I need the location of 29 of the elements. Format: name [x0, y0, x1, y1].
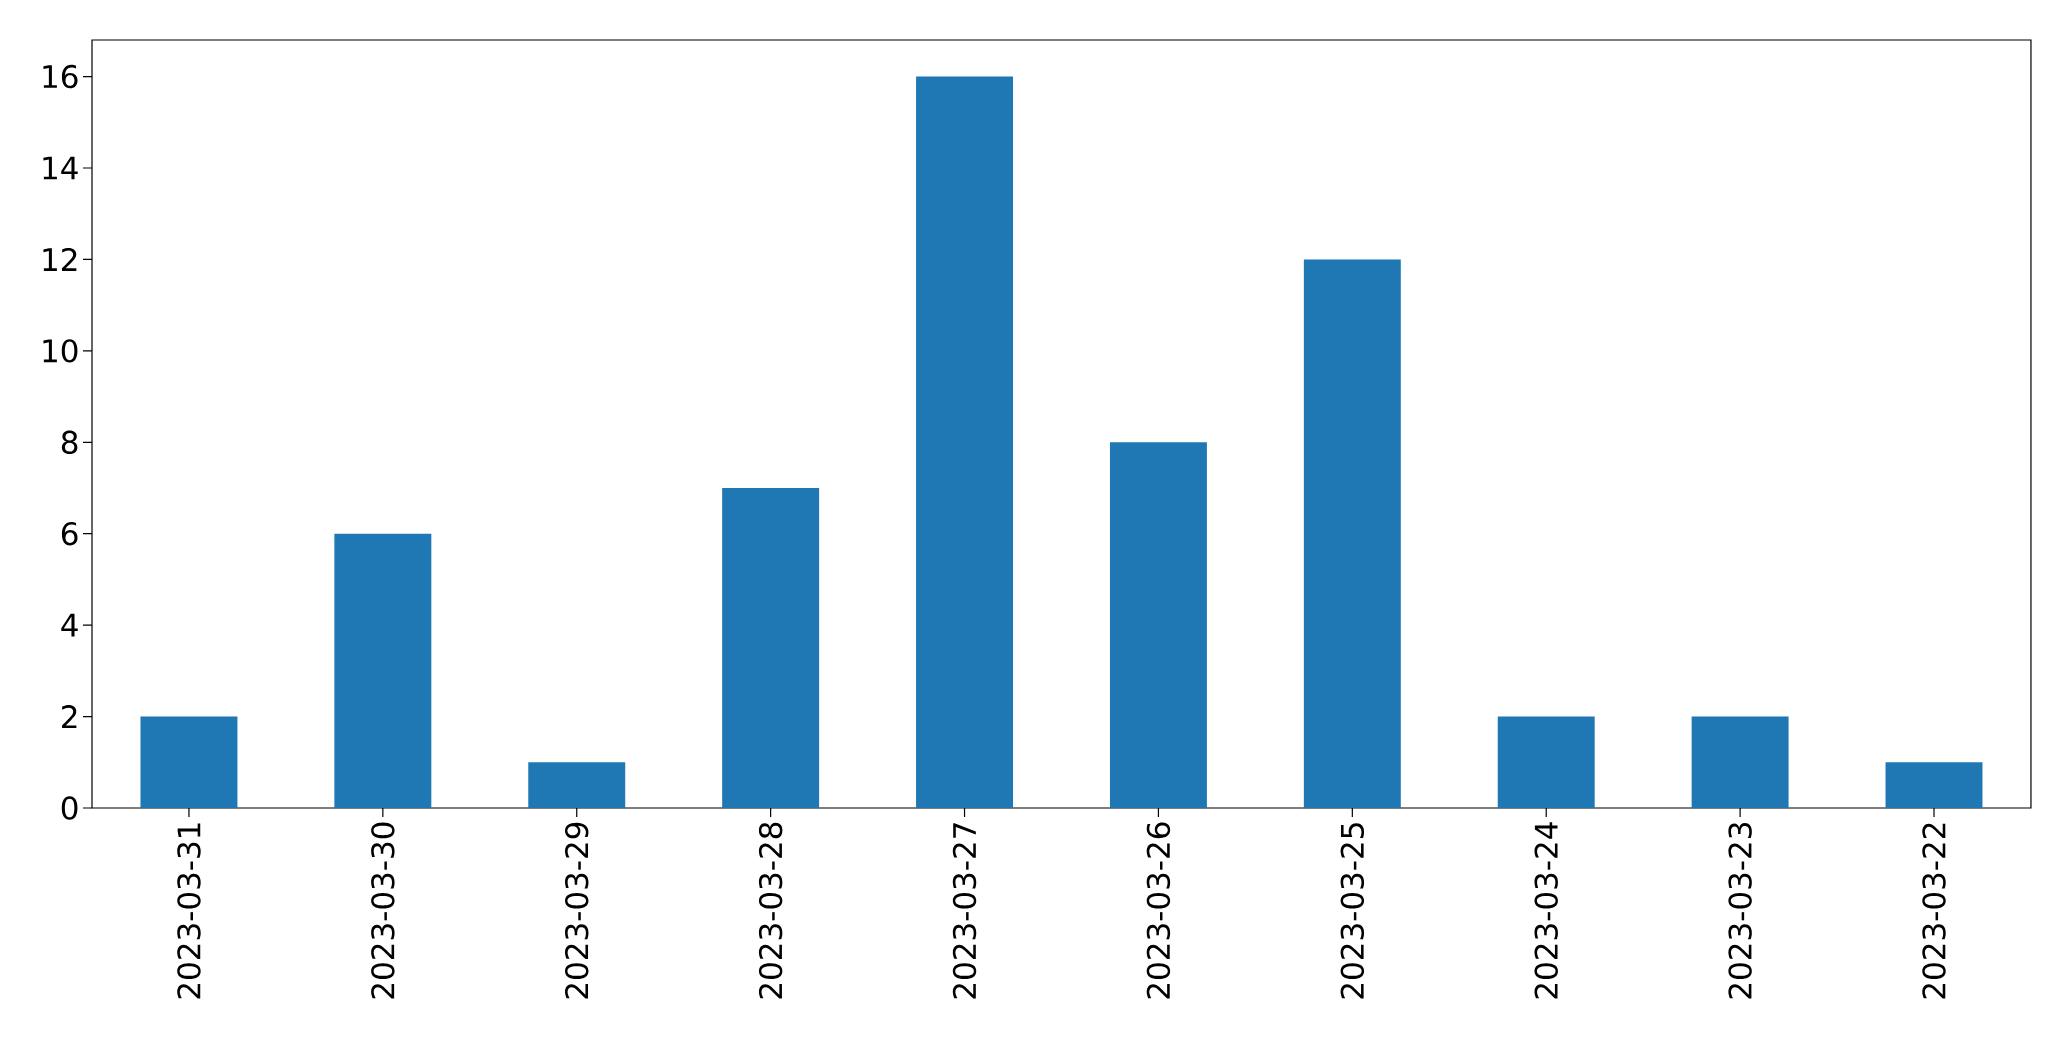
- bar: [140, 716, 238, 808]
- bar: [1885, 762, 1983, 808]
- y-tick-label: 12: [43, 247, 77, 271]
- bar: [722, 488, 820, 808]
- y-tick-label: 8: [61, 430, 78, 455]
- x-tick-label: 2023-03-31: [177, 823, 201, 999]
- y-tick-label: 10: [43, 339, 78, 363]
- x-tick-label: 2023-03-27: [952, 823, 977, 999]
- bar: [1303, 259, 1401, 808]
- x-tick-label: 2023-03-22: [1922, 823, 1946, 999]
- bar: [1691, 716, 1789, 808]
- y-tick-label: 6: [61, 521, 78, 546]
- y-tick-label: 14: [43, 156, 78, 180]
- bar: [1109, 442, 1207, 808]
- x-tick-label: 2023-03-28: [758, 822, 783, 999]
- bar: [528, 762, 626, 808]
- bar: [916, 76, 1014, 808]
- x-tick-label: 2023-03-24: [1534, 822, 1558, 999]
- x-tick-label: 2023-03-29: [565, 822, 589, 999]
- x-tick-label: 2023-03-30: [371, 822, 395, 999]
- x-tick-label: 2023-03-23: [1728, 823, 1752, 999]
- x-tick-label: 2023-03-26: [1146, 822, 1171, 999]
- y-tick-label: 4: [61, 613, 78, 637]
- y-tick-label: 2: [62, 705, 77, 729]
- y-tick-label: 0: [61, 796, 78, 820]
- bar: [334, 533, 432, 808]
- bar: [1497, 716, 1595, 808]
- x-tick-label: 2023-03-25: [1340, 823, 1365, 999]
- y-tick-label: 16: [43, 64, 78, 89]
